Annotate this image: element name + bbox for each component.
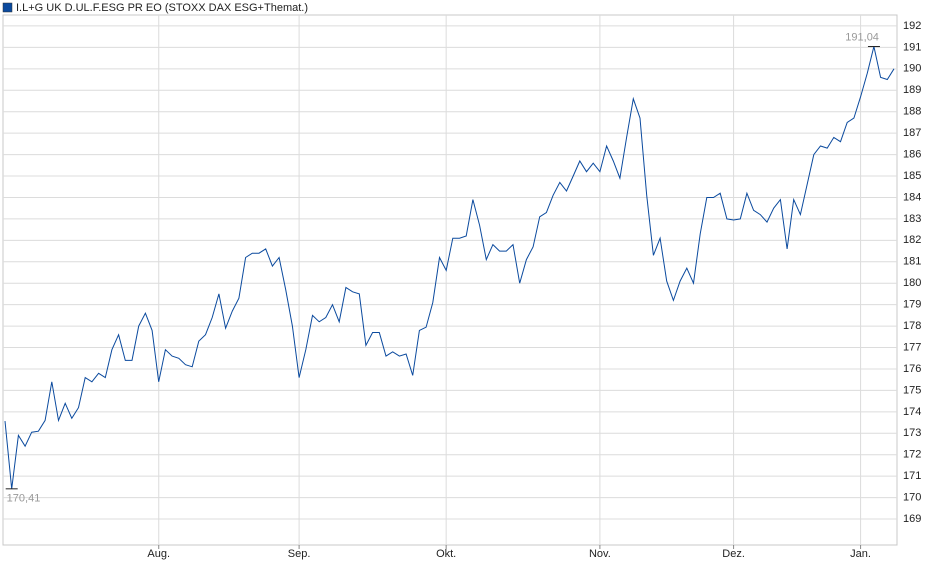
y-tick-label: 179 xyxy=(903,299,921,311)
line-series xyxy=(4,46,895,489)
y-tick-label: 191 xyxy=(903,41,921,53)
legend-swatch xyxy=(2,2,13,13)
x-tick-label: Nov. xyxy=(589,548,611,560)
y-tick-label: 176 xyxy=(903,363,921,375)
y-tick-label: 187 xyxy=(903,127,921,139)
x-tick-label: Dez. xyxy=(722,548,745,560)
y-tick-label: 174 xyxy=(903,406,921,418)
x-tick-label: Okt. xyxy=(436,548,456,560)
y-tick-label: 182 xyxy=(903,234,921,246)
y-tick-label: 185 xyxy=(903,170,921,182)
y-tick-label: 186 xyxy=(903,148,921,160)
y-tick-label: 177 xyxy=(903,341,921,353)
value-label: 170,41 xyxy=(7,493,41,505)
y-tick-label: 173 xyxy=(903,427,921,439)
y-tick-label: 178 xyxy=(903,320,921,332)
y-tick-label: 192 xyxy=(903,20,921,32)
y-tick-label: 172 xyxy=(903,449,921,461)
y-tick-label: 190 xyxy=(903,63,921,75)
y-tick-label: 188 xyxy=(903,106,921,118)
x-tick-label: Aug. xyxy=(147,548,170,560)
y-tick-label: 170 xyxy=(903,492,921,504)
y-tick-label: 169 xyxy=(903,513,921,525)
y-tick-label: 180 xyxy=(903,277,921,289)
y-tick-label: 183 xyxy=(903,213,921,225)
y-tick-label: 184 xyxy=(903,191,921,203)
plot-frame xyxy=(2,14,898,546)
legend-label: I.L+G UK D.UL.F.ESG PR EO (STOXX DAX ESG… xyxy=(16,2,308,14)
y-tick-label: 171 xyxy=(903,470,921,482)
x-tick-label: Jan. xyxy=(850,548,871,560)
x-tick-label: Sep. xyxy=(288,548,311,560)
y-tick-label: 189 xyxy=(903,84,921,96)
value-label: 191,04 xyxy=(845,31,879,43)
y-tick-label: 175 xyxy=(903,384,921,396)
y-tick-label: 181 xyxy=(903,256,921,268)
